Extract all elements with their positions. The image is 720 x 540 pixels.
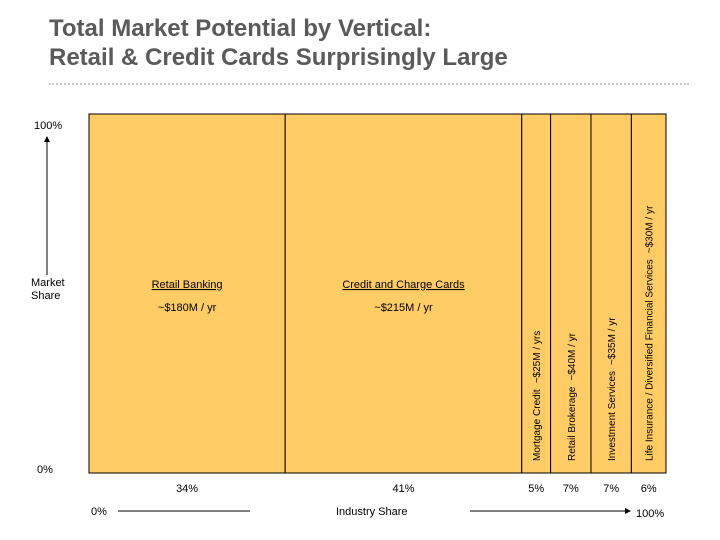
- segment-name-retail-brokerage: Retail Brokerage: [567, 386, 578, 461]
- share-label-investment-services: 7%: [603, 483, 619, 495]
- x-axis-left-label: 0%: [91, 506, 107, 518]
- chart-title: Total Market Potential by Vertical: Reta…: [49, 14, 689, 72]
- share-label-mortgage-credit: 5%: [528, 483, 544, 495]
- share-label-life-insurance-diversified-financial-services: 6%: [641, 483, 657, 495]
- segment-label-investment-services: Investment Services ~$35M / yr: [607, 317, 618, 461]
- segment-retail-banking: [88, 113, 286, 474]
- share-label-retail-banking: 34%: [176, 483, 198, 495]
- segment-name-investment-services: Investment Services: [607, 371, 618, 461]
- segment-value-credit-and-charge-cards: ~$215M / yr: [374, 302, 433, 314]
- segment-value-life-insurance-diversified-financial-services: ~$30M / yr: [645, 205, 656, 253]
- x-axis-label: Industry Share: [336, 506, 408, 518]
- y-axis-top-label: 100%: [34, 120, 63, 132]
- x-axis-right-label: 100%: [636, 508, 665, 520]
- segment-value-retail-brokerage: ~$40M / yr: [567, 332, 578, 380]
- segment-label-retail-banking: Retail Banking: [152, 279, 223, 291]
- title-line-2: Retail & Credit Cards Surprisingly Large: [49, 44, 508, 71]
- y-axis-label-line-2: Share: [31, 290, 61, 302]
- segment-value-investment-services: ~$35M / yr: [607, 317, 618, 365]
- segment-name-mortgage-credit: Mortgage Credit: [532, 389, 543, 461]
- y-axis-label: Market Share: [31, 277, 76, 303]
- segment-label-mortgage-credit: Mortgage Credit ~$25M / yrs: [532, 331, 543, 461]
- y-axis-bottom-label: 0%: [37, 464, 53, 476]
- segment-label-retail-brokerage: Retail Brokerage ~$40M / yr: [567, 332, 578, 461]
- segment-value-mortgage-credit: ~$25M / yrs: [532, 331, 543, 384]
- segment-name-life-insurance-diversified-financial-services: Life Insurance / Diversified Financial S…: [645, 259, 656, 461]
- segment-credit-and-charge-cards: [284, 113, 523, 474]
- segment-investment-services: [590, 113, 632, 474]
- title-divider: [49, 83, 689, 85]
- y-axis-label-line-1: Market: [31, 277, 65, 289]
- title-line-1: Total Market Potential by Vertical:: [49, 15, 432, 42]
- share-label-retail-brokerage: 7%: [563, 483, 579, 495]
- segment-value-retail-banking: ~$180M / yr: [158, 302, 217, 314]
- segment-label-life-insurance-diversified-financial-services: Life Insurance / Diversified Financial S…: [645, 205, 656, 461]
- segment-life-insurance-diversified-financial-services: [630, 113, 667, 474]
- segment-label-credit-and-charge-cards: Credit and Charge Cards: [342, 279, 465, 291]
- share-label-credit-and-charge-cards: 41%: [392, 483, 414, 495]
